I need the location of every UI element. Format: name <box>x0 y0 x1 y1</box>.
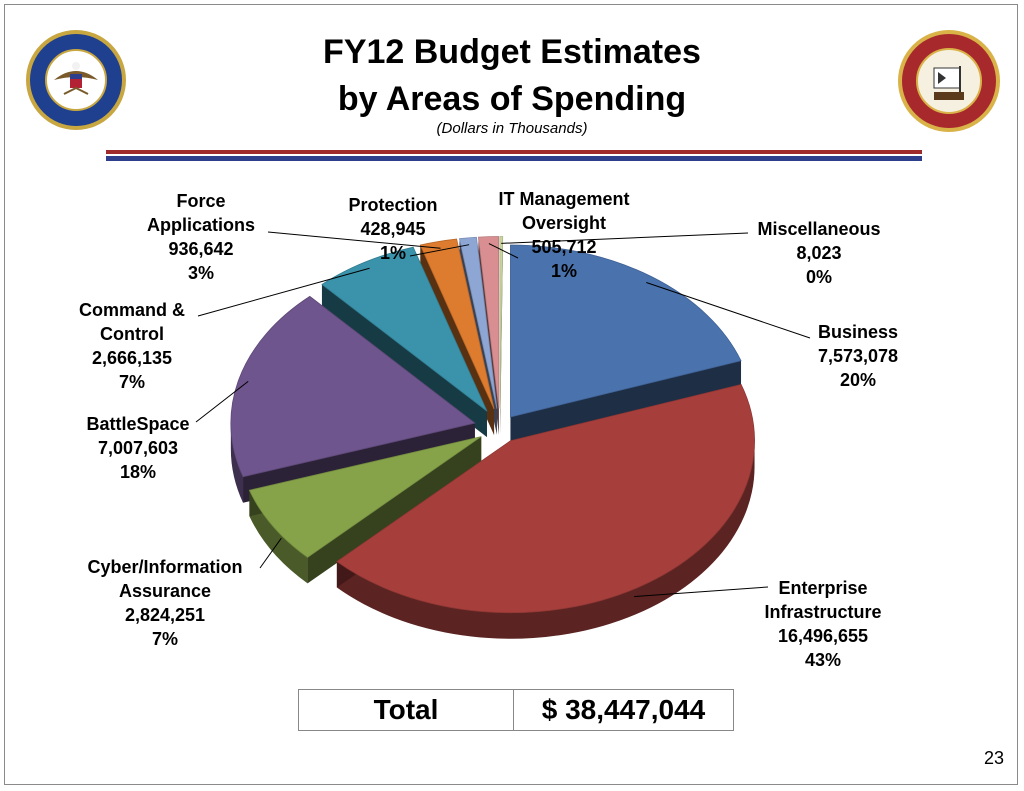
label-itmgmt-name-1: IT Management <box>498 189 630 209</box>
pie-slice-top-command <box>321 246 488 412</box>
chart-title-line2: by Areas of Spending <box>337 80 687 118</box>
total-value: $ 38,447,044 <box>541 694 706 725</box>
leader-line-enterprise <box>634 586 769 598</box>
label-enterprise-value: 16,496,655 <box>777 626 869 646</box>
label-cyber-value: 2,824,251 <box>124 605 206 625</box>
page-number: 23 <box>983 748 1004 768</box>
label-enterprise-name-1: Enterprise <box>778 578 868 598</box>
label-command-percent: 7% <box>118 372 145 392</box>
pie-slice-business <box>510 244 742 444</box>
label-misc-percent: 0% <box>805 267 832 287</box>
pie-slice-enterprise <box>336 384 755 639</box>
label-cyber-name-2: Assurance <box>118 581 212 601</box>
label-business-name: Business <box>817 322 899 342</box>
leader-line-misc <box>501 232 749 244</box>
dod-seal-logo <box>26 30 126 130</box>
label-protection-value: 428,945 <box>360 219 426 239</box>
pie-slice-top-itmgmt <box>477 236 500 409</box>
nii-dod-cio-seal-logo <box>898 30 1000 132</box>
label-enterprise-name-2: Infrastructure <box>764 602 882 622</box>
total-table: Total $ 38,447,044 <box>298 689 734 731</box>
label-force-name-1: Force <box>176 191 226 211</box>
label-misc-value: 8,023 <box>796 243 842 263</box>
label-force-name-2: Applications <box>146 215 255 235</box>
label-it-management: IT Management Oversight 505,712 1% <box>480 187 648 283</box>
label-command-name-1: Command & <box>78 300 185 320</box>
label-protection: Protection 428,945 1% <box>336 193 450 265</box>
label-misc-name: Miscellaneous <box>757 219 881 239</box>
pie-slice-side-cyber <box>249 490 308 584</box>
pie-slice-cyber <box>248 436 482 584</box>
pie-slice-wall-command-0 <box>321 284 487 438</box>
header-rule-blue <box>106 156 922 161</box>
leader-line-itmgmt <box>488 243 519 259</box>
pie-slice-top-business <box>510 244 742 418</box>
label-enterprise: Enterprise Infrastructure 16,496,655 43% <box>746 576 900 672</box>
label-force-applications: Force Applications 936,642 3% <box>134 189 268 285</box>
label-enterprise-percent: 43% <box>804 650 842 670</box>
label-cyber-name-1: Cyber/Information <box>87 557 243 577</box>
header-rule-red <box>106 150 922 154</box>
label-command-value: 2,666,135 <box>91 348 173 368</box>
pie-slice-command <box>321 246 488 438</box>
pie-slice-wall-business-1 <box>510 360 742 444</box>
pie-slice-side-battlespace <box>230 423 244 503</box>
leader-line-command <box>197 267 370 317</box>
label-cyber: Cyber/Information Assurance 2,824,251 7% <box>70 555 260 651</box>
label-cyber-percent: 7% <box>151 629 178 649</box>
label-protection-percent: 1% <box>379 243 406 263</box>
label-battlespace: BattleSpace 7,007,603 18% <box>72 412 204 484</box>
pie-slice-wall-cyber-0 <box>307 436 482 584</box>
leader-line-cyber <box>259 537 282 569</box>
pie-slice-side-enterprise <box>336 440 755 639</box>
label-miscellaneous: Miscellaneous 8,023 0% <box>744 217 894 289</box>
leader-line-protection <box>409 244 470 257</box>
chart-title-line1: FY12 Budget Estimates <box>323 33 701 71</box>
label-business-value: 7,573,078 <box>817 346 899 366</box>
label-business: Business 7,573,078 20% <box>800 320 916 392</box>
label-itmgmt-percent: 1% <box>550 261 577 281</box>
leader-line-battlespace <box>195 380 249 423</box>
label-force-value: 936,642 <box>168 239 234 259</box>
pie-slice-misc <box>499 236 504 435</box>
label-battlespace-value: 7,007,603 <box>97 438 179 458</box>
total-label: Total <box>299 690 514 730</box>
pie-slice-top-battlespace <box>230 295 476 478</box>
label-itmgmt-value: 505,712 <box>531 237 597 257</box>
leader-line-force <box>267 231 441 249</box>
label-itmgmt-name-2: Oversight <box>521 213 607 233</box>
label-battlespace-name: BattleSpace <box>86 414 190 434</box>
chart-subtitle: (Dollars in Thousands) <box>436 120 588 137</box>
slide-frame <box>4 4 1018 785</box>
label-protection-name: Protection <box>348 195 438 215</box>
label-force-percent: 3% <box>187 263 214 283</box>
pie-slice-top-cyber <box>248 436 482 558</box>
pie-slice-top-protection <box>458 236 498 409</box>
label-command-name-2: Control <box>100 324 164 344</box>
pie-slice-top-enterprise <box>336 384 755 614</box>
label-command-control: Command & Control 2,666,135 7% <box>64 298 200 394</box>
label-business-percent: 20% <box>839 370 877 390</box>
pie-slice-top-misc <box>499 236 504 409</box>
pie-slice-top-force <box>419 238 495 410</box>
leader-line-business <box>646 282 811 339</box>
label-battlespace-percent: 18% <box>119 462 157 482</box>
